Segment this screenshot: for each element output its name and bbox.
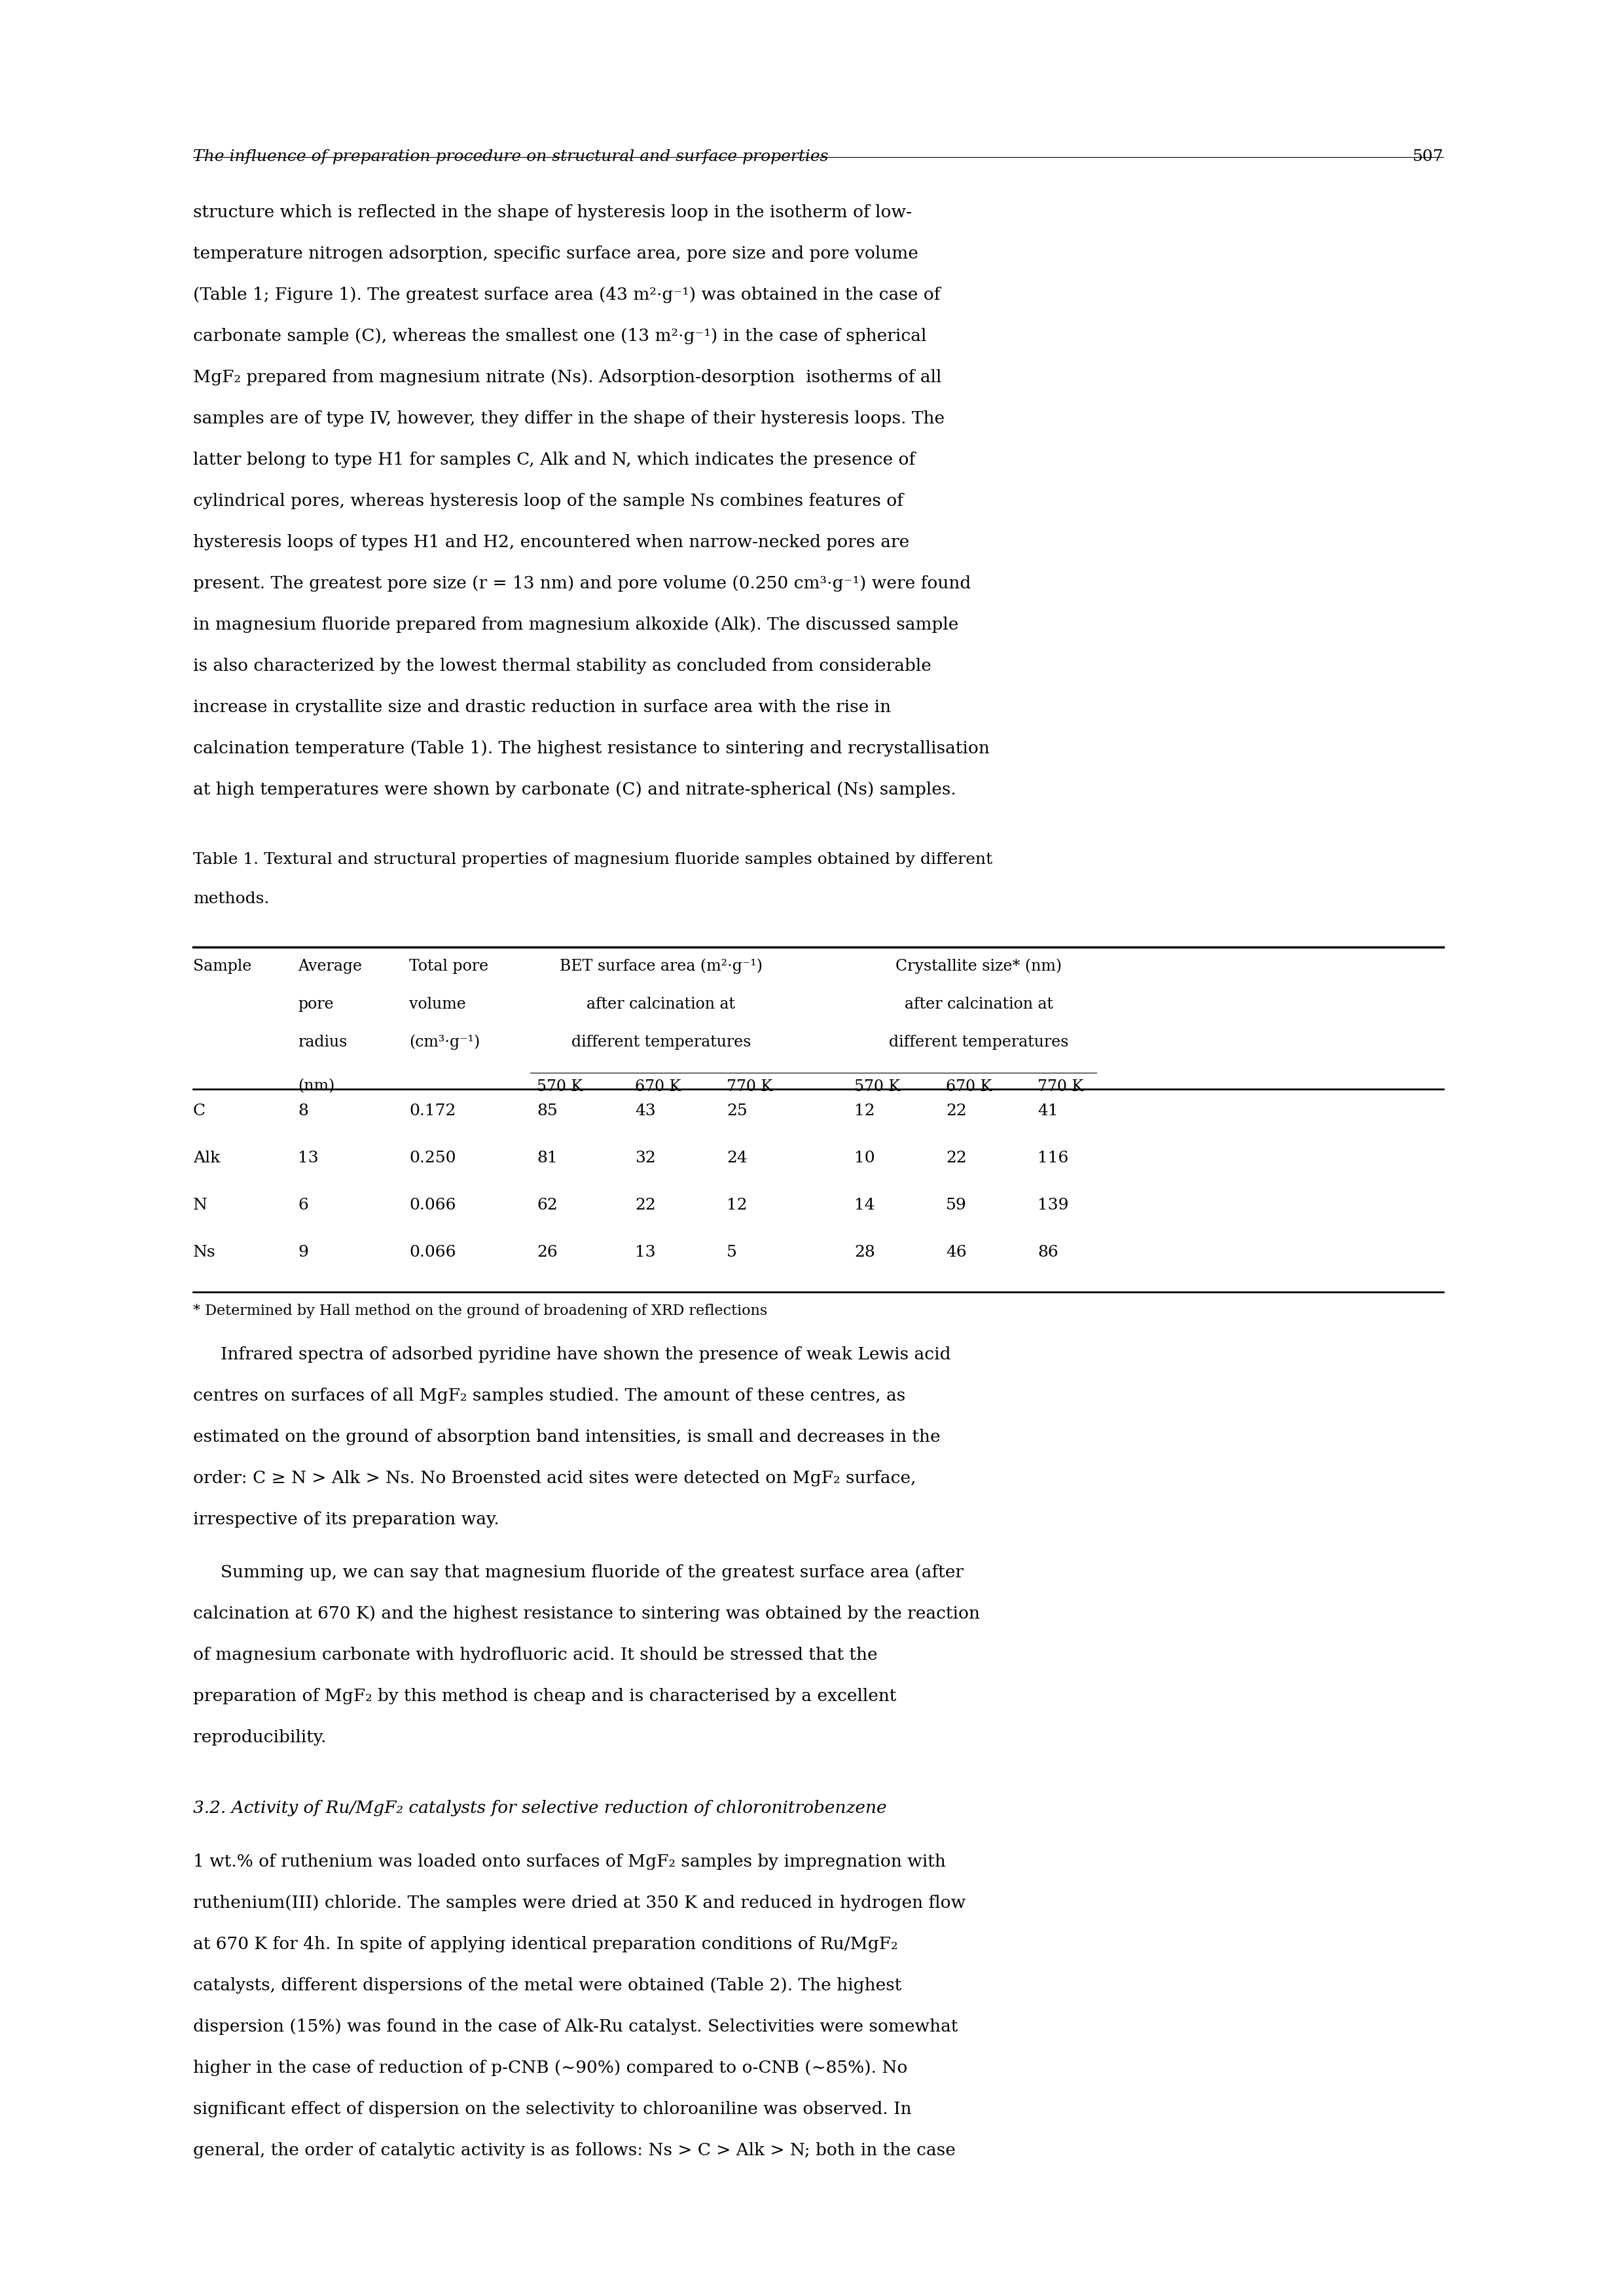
Text: dispersion (15%) was found in the case of Alk-Ru catalyst. Selectivities were so: dispersion (15%) was found in the case o…	[193, 2018, 958, 2034]
Text: 22: 22	[945, 1104, 966, 1118]
Text: after calcination at: after calcination at	[905, 996, 1052, 1013]
Text: 22: 22	[945, 1150, 966, 1166]
Text: after calcination at: after calcination at	[586, 996, 736, 1013]
Text: 81: 81	[538, 1150, 557, 1166]
Text: 12: 12	[854, 1104, 875, 1118]
Text: 85: 85	[538, 1104, 557, 1118]
Text: estimated on the ground of absorption band intensities, is small and decreases i: estimated on the ground of absorption ba…	[193, 1428, 940, 1444]
Text: 13: 13	[635, 1244, 656, 1261]
Text: (nm): (nm)	[297, 1079, 335, 1095]
Text: 8: 8	[297, 1104, 309, 1118]
Text: 10: 10	[854, 1150, 875, 1166]
Text: ruthenium(III) chloride. The samples were dried at 350 K and reduced in hydrogen: ruthenium(III) chloride. The samples wer…	[193, 1894, 966, 1910]
Text: of magnesium carbonate with hydrofluoric acid. It should be stressed that the: of magnesium carbonate with hydrofluoric…	[193, 1646, 877, 1662]
Text: 770 K: 770 K	[726, 1079, 773, 1095]
Text: 139: 139	[1038, 1199, 1069, 1212]
Text: centres on surfaces of all MgF₂ samples studied. The amount of these centres, as: centres on surfaces of all MgF₂ samples …	[193, 1387, 906, 1403]
Text: preparation of MgF₂ by this method is cheap and is characterised by a excellent: preparation of MgF₂ by this method is ch…	[193, 1688, 896, 1704]
Text: N: N	[193, 1199, 208, 1212]
Text: temperature nitrogen adsorption, specific surface area, pore size and pore volum: temperature nitrogen adsorption, specifi…	[193, 246, 918, 262]
Text: calcination at 670 K) and the highest resistance to sintering was obtained by th: calcination at 670 K) and the highest re…	[193, 1605, 979, 1621]
Text: Sample: Sample	[193, 960, 252, 974]
Text: * Determined by Hall method on the ground of broadening of XRD reflections: * Determined by Hall method on the groun…	[193, 1304, 767, 1318]
Text: 46: 46	[945, 1244, 966, 1261]
Text: 13: 13	[297, 1150, 318, 1166]
Text: 43: 43	[635, 1104, 656, 1118]
Text: radius: radius	[297, 1035, 348, 1049]
Text: methods.: methods.	[193, 891, 270, 907]
Text: (Table 1; Figure 1). The greatest surface area (43 m²·g⁻¹) was obtained in the c: (Table 1; Figure 1). The greatest surfac…	[193, 287, 940, 303]
Text: Total pore: Total pore	[409, 960, 489, 974]
Text: general, the order of catalytic activity is as follows: Ns > C > Alk > N; both i: general, the order of catalytic activity…	[193, 2142, 955, 2158]
Text: 570 K: 570 K	[538, 1079, 583, 1095]
Text: 41: 41	[1038, 1104, 1059, 1118]
Text: Crystallite size* (nm): Crystallite size* (nm)	[895, 960, 1062, 974]
Text: different temperatures: different temperatures	[572, 1035, 750, 1049]
Text: hysteresis loops of types H1 and H2, encountered when narrow-necked pores are: hysteresis loops of types H1 and H2, enc…	[193, 535, 909, 551]
Text: 9: 9	[297, 1244, 309, 1261]
Text: different temperatures: different temperatures	[888, 1035, 1069, 1049]
Text: 770 K: 770 K	[1038, 1079, 1083, 1095]
Text: Summing up, we can say that magnesium fluoride of the greatest surface area (aft: Summing up, we can say that magnesium fl…	[193, 1564, 963, 1580]
Text: carbonate sample (C), whereas the smallest one (13 m²·g⁻¹) in the case of spheri: carbonate sample (C), whereas the smalle…	[193, 328, 926, 344]
Text: increase in crystallite size and drastic reduction in surface area with the rise: increase in crystallite size and drastic…	[193, 698, 892, 716]
Text: significant effect of dispersion on the selectivity to chloroaniline was observe: significant effect of dispersion on the …	[193, 2101, 911, 2117]
Text: 6: 6	[297, 1199, 309, 1212]
Text: 26: 26	[538, 1244, 557, 1261]
Text: pore: pore	[297, 996, 333, 1013]
Text: 0.172: 0.172	[409, 1104, 456, 1118]
Text: Infrared spectra of adsorbed pyridine have shown the presence of weak Lewis acid: Infrared spectra of adsorbed pyridine ha…	[193, 1345, 950, 1362]
Text: C: C	[193, 1104, 206, 1118]
Text: Ns: Ns	[193, 1244, 216, 1261]
Text: 0.066: 0.066	[409, 1244, 456, 1261]
Text: structure which is reflected in the shape of hysteresis loop in the isotherm of : structure which is reflected in the shap…	[193, 204, 911, 220]
Text: (cm³·g⁻¹): (cm³·g⁻¹)	[409, 1035, 481, 1049]
Text: 570 K: 570 K	[854, 1079, 900, 1095]
Text: latter belong to type H1 for samples C, Alk and N, which indicates the presence : latter belong to type H1 for samples C, …	[193, 452, 916, 468]
Text: present. The greatest pore size (r = 13 nm) and pore volume (0.250 cm³·g⁻¹) were: present. The greatest pore size (r = 13 …	[193, 576, 971, 592]
Text: 670 K: 670 K	[635, 1079, 680, 1095]
Text: 5: 5	[726, 1244, 737, 1261]
Text: catalysts, different dispersions of the metal were obtained (Table 2). The highe: catalysts, different dispersions of the …	[193, 1977, 901, 1993]
Text: BET surface area (m²·g⁻¹): BET surface area (m²·g⁻¹)	[560, 960, 763, 974]
Text: 12: 12	[726, 1199, 747, 1212]
Text: calcination temperature (Table 1). The highest resistance to sintering and recry: calcination temperature (Table 1). The h…	[193, 739, 989, 758]
Text: volume: volume	[409, 996, 466, 1013]
Text: The influence of preparation procedure on structural and surface properties: The influence of preparation procedure o…	[193, 149, 828, 165]
Text: 1 wt.% of ruthenium was loaded onto surfaces of MgF₂ samples by impregnation wit: 1 wt.% of ruthenium was loaded onto surf…	[193, 1853, 945, 1869]
Text: is also characterized by the lowest thermal stability as concluded from consider: is also characterized by the lowest ther…	[193, 657, 932, 675]
Text: 0.066: 0.066	[409, 1199, 456, 1212]
Text: 24: 24	[726, 1150, 747, 1166]
Text: 32: 32	[635, 1150, 656, 1166]
Text: 670 K: 670 K	[945, 1079, 992, 1095]
Text: Table 1. Textural and structural properties of magnesium fluoride samples obtain: Table 1. Textural and structural propert…	[193, 852, 992, 868]
Text: order: C ≥ N > Alk > Ns. No Broensted acid sites were detected on MgF₂ surface,: order: C ≥ N > Alk > Ns. No Broensted ac…	[193, 1469, 916, 1486]
Text: reproducibility.: reproducibility.	[193, 1729, 326, 1745]
Text: 3.2. Activity of Ru/MgF₂ catalysts for selective reduction of chloronitrobenzene: 3.2. Activity of Ru/MgF₂ catalysts for s…	[193, 1800, 887, 1816]
Text: 59: 59	[945, 1199, 966, 1212]
Text: 25: 25	[726, 1104, 747, 1118]
Text: samples are of type IV, however, they differ in the shape of their hysteresis lo: samples are of type IV, however, they di…	[193, 411, 945, 427]
Text: MgF₂ prepared from magnesium nitrate (Ns). Adsorption-desorption  isotherms of a: MgF₂ prepared from magnesium nitrate (Ns…	[193, 370, 942, 386]
Text: 28: 28	[854, 1244, 875, 1261]
Text: irrespective of its preparation way.: irrespective of its preparation way.	[193, 1511, 499, 1527]
Text: 14: 14	[854, 1199, 875, 1212]
Text: 507: 507	[1413, 149, 1444, 165]
Text: 62: 62	[538, 1199, 557, 1212]
Text: Average: Average	[297, 960, 362, 974]
Text: at 670 K for 4h. In spite of applying identical preparation conditions of Ru/MgF: at 670 K for 4h. In spite of applying id…	[193, 1936, 898, 1952]
Text: in magnesium fluoride prepared from magnesium alkoxide (Alk). The discussed samp: in magnesium fluoride prepared from magn…	[193, 618, 958, 634]
Text: 22: 22	[635, 1199, 656, 1212]
Text: 86: 86	[1038, 1244, 1059, 1261]
Text: at high temperatures were shown by carbonate (C) and nitrate-spherical (Ns) samp: at high temperatures were shown by carbo…	[193, 781, 957, 797]
Text: cylindrical pores, whereas hysteresis loop of the sample Ns combines features of: cylindrical pores, whereas hysteresis lo…	[193, 494, 903, 510]
Text: 116: 116	[1038, 1150, 1069, 1166]
Text: Alk: Alk	[193, 1150, 221, 1166]
Text: higher in the case of reduction of p-CNB (~90%) compared to o-CNB (~85%). No: higher in the case of reduction of p-CNB…	[193, 2060, 908, 2076]
Text: 0.250: 0.250	[409, 1150, 456, 1166]
